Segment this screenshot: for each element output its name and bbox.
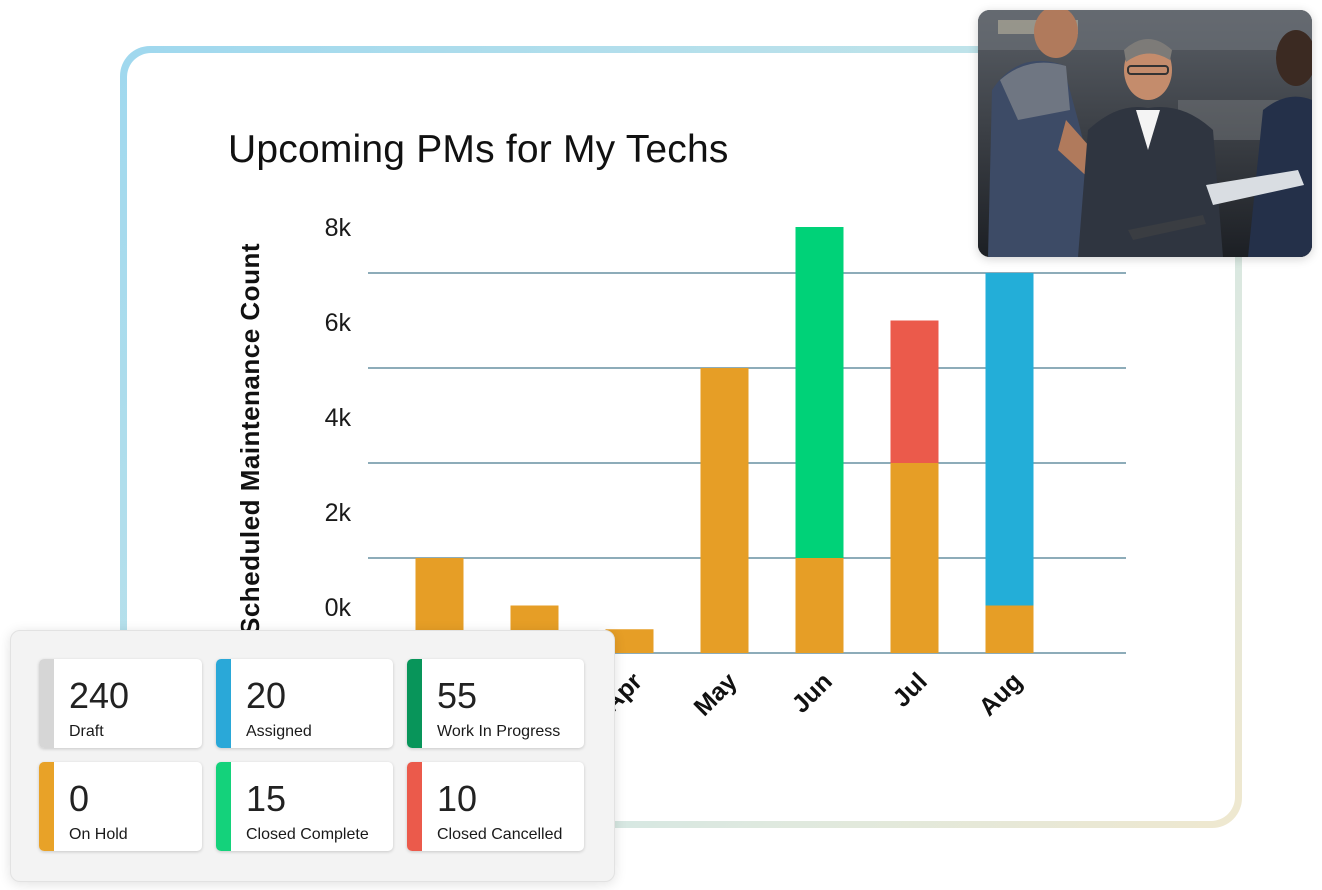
status-label: Closed Cancelled — [437, 826, 563, 843]
bar-jun — [795, 558, 844, 653]
status-count: 55 — [437, 675, 478, 716]
technicians-photo-illustration — [978, 10, 1312, 257]
bar-aug — [985, 273, 1034, 606]
status-count: 15 — [246, 778, 287, 819]
status-label: Closed Complete — [246, 826, 369, 843]
bar-apr — [605, 629, 654, 653]
x-tick-label-jun: Jun — [787, 667, 838, 718]
x-tick-label-aug: Aug — [974, 667, 1028, 721]
status-card-closed-cancelled[interactable]: 10 Closed Cancelled — [407, 762, 584, 851]
status-label: On Hold — [69, 826, 128, 843]
status-count: 20 — [246, 675, 287, 716]
bar-may — [700, 368, 749, 653]
status-card-draft[interactable]: 240 Draft — [39, 659, 202, 748]
status-label: Assigned — [246, 723, 312, 740]
bar-jul — [890, 463, 939, 653]
status-count: 10 — [437, 778, 478, 819]
status-color-bar — [407, 659, 422, 748]
bar-aug — [985, 605, 1034, 653]
status-count: 0 — [69, 778, 90, 819]
y-tick-label: 2k — [325, 499, 352, 527]
status-label: Work In Progress — [437, 723, 561, 740]
x-tick-label-jul: Jul — [887, 667, 932, 712]
status-color-bar — [407, 762, 422, 851]
y-tick-label: 4k — [325, 404, 352, 432]
status-color-bar — [39, 659, 54, 748]
chart-title: Upcoming PMs for My Techs — [228, 128, 729, 171]
bar-jul — [890, 320, 939, 463]
status-count: 240 — [69, 675, 130, 716]
bar-jun — [795, 227, 844, 558]
status-color-bar — [39, 762, 54, 851]
y-axis-label: Scheduled Maintenance Count — [235, 243, 265, 635]
y-tick-label: 0k — [325, 594, 352, 622]
status-grid: 240 Draft 20 Assigned 55 Work In Progress 0 On … — [39, 659, 584, 851]
status-card-work-in-progress[interactable]: 55 Work In Progress — [407, 659, 584, 748]
y-tick-label: 8k — [325, 214, 352, 242]
status-color-bar — [216, 762, 231, 851]
status-label: Draft — [69, 723, 104, 740]
status-card-closed-complete[interactable]: 15 Closed Complete — [216, 762, 393, 851]
status-color-bar — [216, 659, 231, 748]
status-card-on-hold[interactable]: 0 On Hold — [39, 762, 202, 851]
technicians-photo — [978, 10, 1312, 257]
y-tick-label: 6k — [325, 309, 352, 337]
x-tick-label-may: May — [689, 667, 743, 721]
status-summary-panel: 240 Draft 20 Assigned 55 Work In Progress 0 On … — [10, 630, 615, 882]
status-card-assigned[interactable]: 20 Assigned — [216, 659, 393, 748]
